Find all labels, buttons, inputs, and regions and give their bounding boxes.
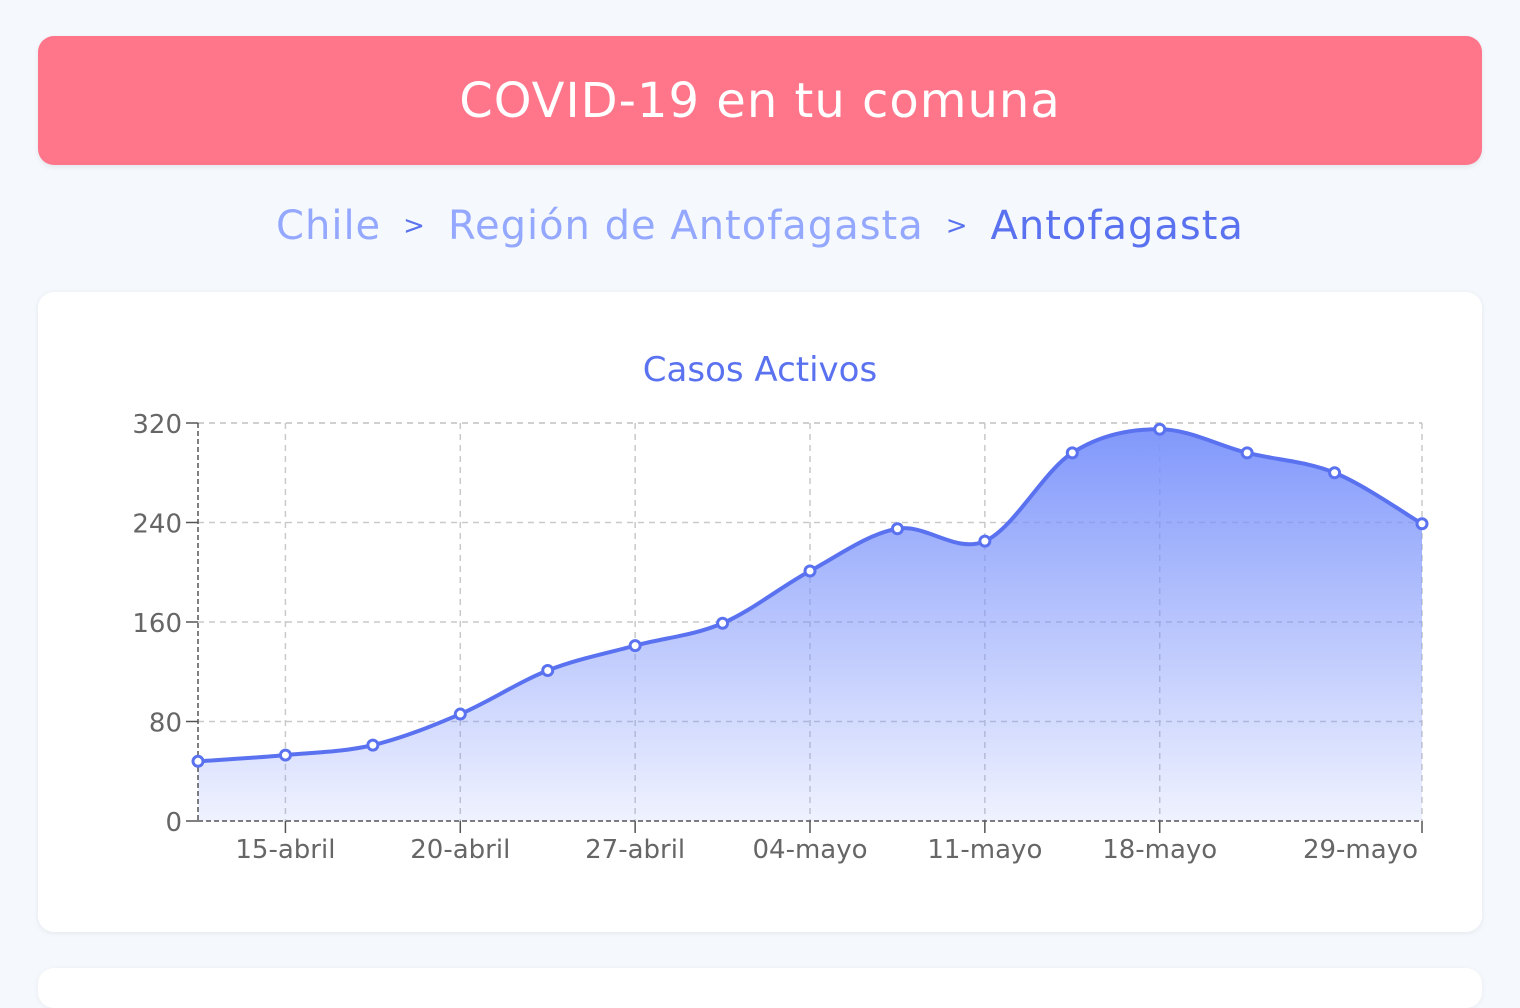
breadcrumb-item-comuna: Antofagasta [990,203,1244,249]
breadcrumb-separator: > [945,211,969,241]
x-tick-label: 18-mayo [1102,835,1217,865]
y-tick-label: 80 [149,709,182,739]
chart-title: Casos Activos [643,350,877,390]
page-title: COVID-19 en tu comuna [459,72,1061,129]
data-point [1415,517,1429,531]
y-tick-label: 240 [132,510,182,540]
y-tick-label: 320 [132,410,182,440]
data-point [1065,446,1079,460]
breadcrumb-item-region[interactable]: Región de Antofagasta [447,203,924,249]
active-cases-chart: Casos Activos 0 80 160 240 320 15-abril 20-abr… [132,350,1429,865]
data-point [803,564,817,578]
data-point [453,707,467,721]
data-point [1240,446,1254,460]
x-tick-label: 20-abril [410,835,510,865]
chart-card: Casos Activos 0 80 160 240 320 15-abril 20-abr… [38,292,1482,932]
data-point [1328,466,1342,480]
y-tick-label: 0 [165,808,182,838]
page-header: COVID-19 en tu comuna [38,36,1482,165]
data-point [366,738,380,752]
data-point [978,534,992,548]
x-tick-label: 29-mayo [1303,835,1418,865]
x-tick-label: 27-abril [585,835,685,865]
data-point [541,664,555,678]
breadcrumb: Chile > Región de Antofagasta > Antofaga… [0,196,1520,256]
area-fill [198,429,1422,821]
next-card [38,968,1482,1008]
data-point [628,639,642,653]
y-tick-label: 160 [132,609,182,639]
data-point [278,748,292,762]
x-tick-label: 15-abril [235,835,335,865]
data-point [191,754,205,768]
data-point [890,522,904,536]
x-tick-label: 04-mayo [752,835,867,865]
breadcrumb-item-country[interactable]: Chile [276,203,382,249]
data-point [1153,422,1167,436]
data-point [716,616,730,630]
breadcrumb-separator: > [403,211,426,241]
x-tick-label: 11-mayo [927,835,1042,865]
